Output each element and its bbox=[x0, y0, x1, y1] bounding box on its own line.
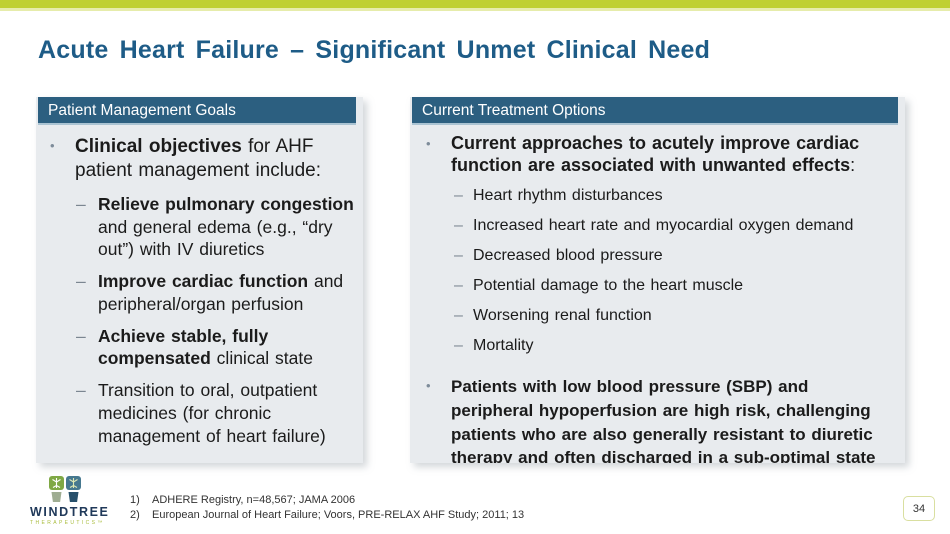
list-item-text: Achieve stable, fully compensated clinic… bbox=[98, 325, 313, 369]
panel-body-current-treatment-options: • Current approaches to acutely improve … bbox=[410, 127, 905, 463]
dash-bullet-icon: – bbox=[76, 325, 86, 346]
list-item-text: Current approaches to acutely improve ca… bbox=[451, 133, 860, 175]
dash-bullet-icon: – bbox=[76, 193, 86, 214]
dash-bullet-icon: – bbox=[76, 271, 86, 292]
dash-bullet-icon: – bbox=[454, 336, 463, 354]
footnote-number: 1) bbox=[130, 494, 140, 506]
footnote-text: European Journal of Heart Failure; Voors… bbox=[152, 509, 525, 521]
windtree-logo: WINDTREE THERAPEUTICS™ bbox=[30, 476, 110, 526]
bullet-icon: • bbox=[426, 377, 431, 393]
panel-body-patient-management-goals: • Clinical objectives for AHF patient ma… bbox=[36, 127, 363, 463]
dash-bullet-icon: – bbox=[454, 306, 463, 324]
list-item: – Improve cardiac function and periphera… bbox=[76, 270, 355, 316]
list-item-text: Worsening renal function bbox=[473, 306, 652, 324]
list-item: – Achieve stable, fully compensated clin… bbox=[76, 325, 355, 371]
footnote: 2) European Journal of Heart Failure; Vo… bbox=[130, 508, 524, 523]
bullet-icon: • bbox=[426, 136, 431, 151]
list-item-text: Mortality bbox=[473, 336, 534, 354]
list-item: – Mortality bbox=[454, 336, 895, 356]
top-accent-bar bbox=[0, 0, 950, 11]
list-item: – Worsening renal function bbox=[454, 306, 895, 326]
footnote: 1) ADHERE Registry, n=48,567; JAMA 2006 bbox=[130, 493, 524, 508]
logo-wordmark: WINDTREE bbox=[30, 505, 110, 519]
list-item-text: Heart rhythm disturbances bbox=[473, 186, 663, 204]
list-item: – Decreased blood pressure bbox=[454, 246, 895, 266]
windtree-tree-icon bbox=[49, 476, 81, 502]
list-item: – Heart rhythm disturbances bbox=[454, 186, 895, 206]
dash-bullet-icon: – bbox=[454, 246, 463, 264]
dash-bullet-icon: – bbox=[454, 216, 463, 234]
list-item-text: Decreased blood pressure bbox=[473, 246, 663, 264]
list-item-text: Potential damage to the heart muscle bbox=[473, 276, 744, 294]
list-item: • Clinical objectives for AHF patient ma… bbox=[48, 135, 355, 183]
list-item-text: Patients with low blood pressure (SBP) a… bbox=[451, 376, 876, 463]
page-title: Acute Heart Failure – Significant Unmet … bbox=[38, 36, 711, 64]
page-number: 34 bbox=[912, 502, 926, 515]
footnotes: 1) ADHERE Registry, n=48,567; JAMA 2006 … bbox=[130, 493, 524, 523]
dash-bullet-icon: – bbox=[454, 186, 463, 204]
list-item-text: Clinical objectives for AHF patient mana… bbox=[75, 136, 321, 181]
list-item: – Increased heart rate and myocardial ox… bbox=[454, 216, 895, 236]
list-item-text: Improve cardiac function and peripheral/… bbox=[98, 271, 344, 314]
list-item: – Transition to oral, outpatient medicin… bbox=[76, 379, 355, 447]
logo-subtitle: THERAPEUTICS™ bbox=[30, 520, 105, 526]
panel-header-current-treatment-options: Current Treatment Options bbox=[412, 97, 898, 125]
bullet-icon: • bbox=[50, 138, 55, 153]
list-item: • Patients with low blood pressure (SBP)… bbox=[424, 375, 895, 463]
list-item-text: Transition to oral, outpatient medicines… bbox=[98, 380, 326, 446]
dash-bullet-icon: – bbox=[454, 276, 463, 294]
list-item: – Relieve pulmonary congestion and gener… bbox=[76, 193, 355, 261]
dash-bullet-icon: – bbox=[76, 380, 86, 401]
panel-current-treatment-options: Current Treatment Options • Current appr… bbox=[410, 97, 905, 463]
list-item: • Current approaches to acutely improve … bbox=[424, 133, 895, 177]
list-item-text: Relieve pulmonary congestion and general… bbox=[98, 193, 354, 260]
footnote-number: 2) bbox=[130, 509, 140, 521]
panel-patient-management-goals: Patient Management Goals • Clinical obje… bbox=[36, 97, 363, 463]
footnote-text: ADHERE Registry, n=48,567; JAMA 2006 bbox=[152, 494, 356, 506]
page-number-badge: 34 bbox=[903, 496, 935, 521]
panel-header-patient-management-goals: Patient Management Goals bbox=[38, 97, 356, 125]
list-item: – Potential damage to the heart muscle bbox=[454, 276, 895, 296]
list-item-text: Increased heart rate and myocardial oxyg… bbox=[473, 216, 854, 234]
